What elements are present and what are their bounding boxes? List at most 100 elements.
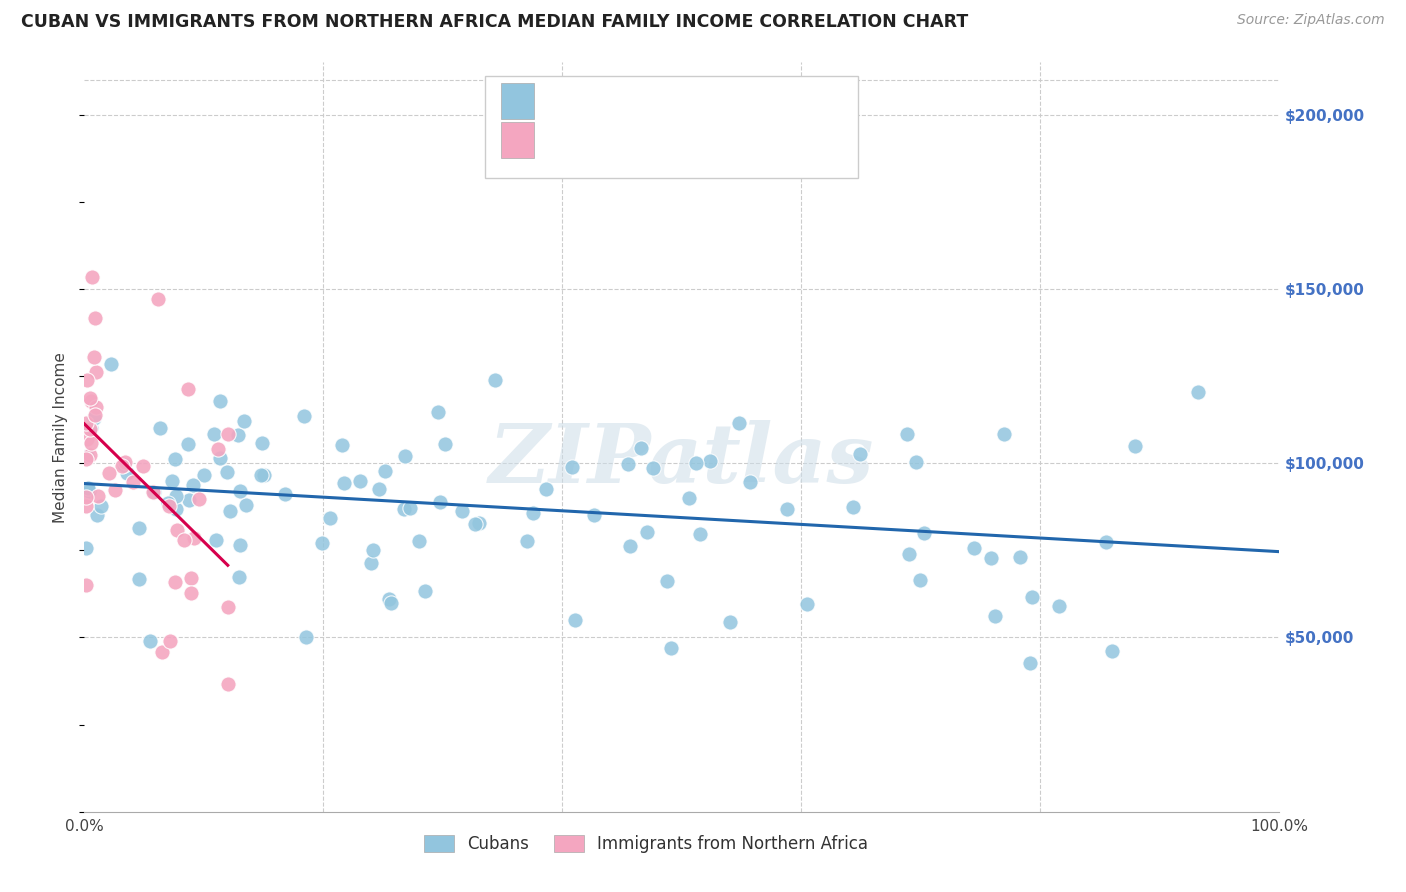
Point [217, 599, 239, 614]
Point [205, 533, 228, 548]
Point [848, 447, 870, 461]
Point [718, 615, 741, 630]
Point [75, 578, 97, 592]
Point [842, 500, 865, 515]
Point [1021, 591, 1043, 605]
Point [413, 584, 436, 599]
Point [217, 427, 239, 442]
Point [183, 531, 205, 545]
Text: Source: ZipAtlas.com: Source: ZipAtlas.com [1237, 13, 1385, 28]
Point [84, 365, 107, 379]
Point [83, 410, 105, 425]
Point [616, 457, 638, 471]
Point [319, 510, 342, 524]
Point [131, 458, 153, 473]
Point [157, 496, 180, 510]
Point [76, 481, 98, 495]
Point [984, 609, 1007, 624]
Point [193, 467, 215, 482]
Point [165, 502, 187, 516]
Point [1125, 439, 1147, 453]
Point [426, 405, 449, 419]
Y-axis label: Median Family Income: Median Family Income [53, 351, 69, 523]
Text: R =: R = [547, 92, 586, 110]
Point [368, 482, 391, 496]
Point [311, 536, 333, 550]
Point [111, 458, 134, 473]
Point [177, 492, 200, 507]
Point [128, 572, 150, 586]
Point [207, 442, 229, 456]
Point [104, 483, 127, 497]
Point [209, 451, 232, 466]
Point [128, 521, 150, 535]
Point [90, 499, 112, 513]
Point [217, 465, 239, 479]
Point [142, 484, 165, 499]
Point [228, 484, 250, 499]
Point [534, 482, 557, 496]
Point [202, 427, 225, 442]
Point [904, 455, 927, 469]
Point [173, 533, 195, 548]
Point [292, 409, 315, 423]
Point [228, 570, 250, 584]
Point [142, 485, 165, 500]
Point [564, 613, 586, 627]
Point [630, 441, 652, 455]
Point [75, 452, 97, 467]
Point [394, 501, 416, 516]
Point [1047, 599, 1070, 614]
Point [1019, 656, 1042, 670]
Point [641, 460, 664, 475]
Point [80, 269, 103, 284]
Point [1010, 549, 1032, 564]
Point [180, 571, 202, 585]
Point [232, 414, 254, 428]
Point [295, 630, 318, 644]
Point [75, 500, 97, 514]
Point [79, 422, 101, 436]
Point [583, 508, 606, 522]
Point [993, 426, 1015, 441]
Point [150, 644, 173, 658]
Point [796, 597, 818, 611]
Point [374, 464, 396, 478]
Point [75, 416, 97, 430]
Point [100, 357, 122, 371]
Point [394, 449, 416, 463]
Text: -0.220: -0.220 [592, 92, 657, 110]
Point [180, 586, 202, 600]
Point [84, 400, 107, 414]
Point [250, 436, 273, 450]
Point [429, 495, 451, 509]
Point [250, 468, 273, 483]
Point [112, 458, 135, 472]
Point [727, 416, 749, 430]
Point [80, 393, 103, 408]
Point [177, 436, 200, 450]
Point [176, 382, 198, 396]
Point [398, 501, 420, 516]
Point [165, 452, 187, 467]
Point [522, 506, 544, 520]
Point [77, 484, 100, 499]
Point [76, 449, 98, 463]
Point [121, 475, 143, 489]
Point [274, 487, 297, 501]
Point [229, 538, 252, 552]
Text: N =: N = [673, 131, 713, 149]
Point [97, 466, 120, 480]
Point [361, 543, 384, 558]
Text: N =: N = [673, 92, 713, 110]
Point [80, 421, 103, 435]
Point [87, 489, 110, 503]
Point [689, 526, 711, 541]
Text: 107: 107 [716, 92, 754, 110]
Point [912, 526, 935, 541]
Point [114, 455, 136, 469]
Point [166, 523, 188, 537]
Point [218, 503, 240, 517]
Point [484, 373, 506, 387]
Point [148, 292, 170, 306]
